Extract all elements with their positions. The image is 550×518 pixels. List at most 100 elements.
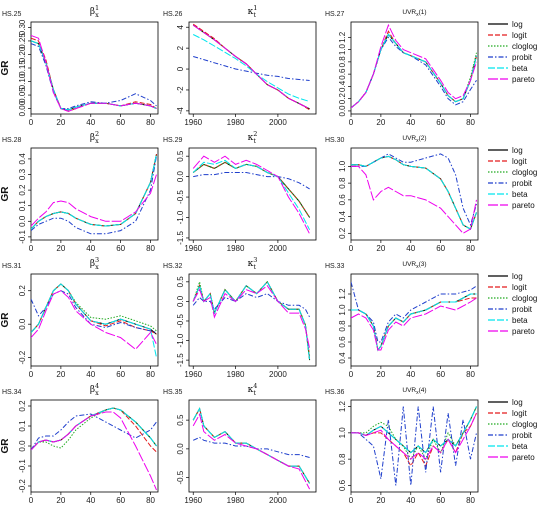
y-tick-label: 0.2	[338, 227, 347, 239]
series-line-probit	[31, 290, 157, 333]
y-tick-label: 0.0	[176, 295, 185, 307]
y-tick-label: 2	[176, 45, 185, 50]
y-tick-label: 0.20	[18, 46, 27, 62]
x-tick-label: 1980	[227, 496, 245, 505]
y-tick-label: 1.2	[338, 288, 347, 300]
y-tick-label: 0.6	[338, 479, 347, 491]
y-tick-label: 1.0	[338, 304, 347, 316]
x-tick-label: 2000	[269, 370, 287, 379]
y-axis-label: GR	[0, 312, 11, 328]
legend-label-log: log	[512, 20, 523, 29]
panel-title: β3 x	[90, 256, 99, 271]
series-line-log	[351, 155, 477, 230]
x-tick-label: 0	[349, 118, 354, 127]
series-line-beta	[31, 40, 157, 111]
legend-label-logit: logit	[512, 409, 527, 418]
panel-HS-34: HS.34 β4 x 0 20 40 60 80 -0.2 -0.1 0.0 0.1 0.2 GR	[0, 382, 159, 505]
legend-label-pareto: pareto	[512, 75, 535, 84]
x-tick-label: 20	[376, 370, 385, 379]
legend: log logit cloglog probit beta pareto	[488, 146, 537, 210]
panel-id-label: HS.25	[2, 11, 22, 18]
y-tick-label: 0.5	[176, 276, 185, 288]
panel-id-label: HS.31	[2, 263, 22, 270]
y-tick-label: -0.2	[18, 479, 27, 493]
y-tick-label: 0.4	[338, 210, 347, 222]
panel-title: UVRx(2)	[402, 135, 426, 144]
x-tick-label: 80	[146, 496, 155, 505]
series-line-beta	[351, 33, 477, 109]
y-tick-label: -1.5	[176, 353, 185, 367]
series-line-logit	[351, 30, 477, 109]
series-line-beta	[31, 283, 157, 358]
x-tick-label: 1960	[184, 244, 202, 253]
y-tick-label: 0.0	[18, 215, 27, 227]
series-line-pareto	[31, 174, 157, 227]
legend-label-logit: logit	[512, 157, 527, 166]
x-tick-label: 80	[466, 244, 475, 253]
legend-label-cloglog: cloglog	[512, 168, 537, 177]
x-tick-label: 80	[466, 370, 475, 379]
legend-label-probit: probit	[512, 305, 533, 314]
x-tick-label: 1960	[184, 496, 202, 505]
plot-frame	[30, 273, 159, 367]
series-line-probit	[351, 153, 477, 227]
series-line-pareto	[31, 35, 157, 112]
series-line-probit	[193, 172, 310, 190]
y-tick-label: 0.30	[18, 19, 27, 35]
legend-label-logit: logit	[512, 31, 527, 40]
x-tick-label: 20	[56, 244, 65, 253]
legend: log logit cloglog probit beta pareto	[488, 20, 537, 84]
y-tick-label: 0.6	[338, 336, 347, 348]
x-tick-label: 80	[146, 244, 155, 253]
x-tick-label: 40	[86, 118, 95, 127]
series-line-log	[31, 283, 157, 335]
plot-frame	[350, 399, 479, 493]
panel-id-label: HS.29	[163, 137, 183, 144]
y-tick-label: 0.1	[18, 200, 27, 212]
y-tick-label: -0.2	[18, 350, 27, 364]
series-line-pareto	[192, 155, 311, 235]
series-line-logit	[31, 37, 157, 112]
x-tick-label: 0	[29, 370, 34, 379]
panel-HS-29: HS.29 κ2 t 1960 1980 2000 -1.5 -1.0 -0.5 0.0 0.5	[163, 130, 317, 253]
series-line-probit	[192, 293, 311, 318]
x-tick-label: 1960	[184, 370, 202, 379]
legend: log logit cloglog probit beta pareto	[488, 272, 537, 336]
series-line-probit	[351, 406, 477, 486]
y-tick-label: 0.10	[18, 73, 27, 89]
panel-HS-30: HS.30 UVRx(2)0 20 40 60 800.20.40.60.81.0logl…	[325, 135, 537, 253]
x-tick-label: 60	[436, 496, 445, 505]
legend-label-probit: probit	[512, 179, 533, 188]
series-line-log	[351, 293, 477, 352]
x-tick-label: 40	[86, 244, 95, 253]
x-tick-label: 80	[146, 370, 155, 379]
panel-id-label: HS.30	[325, 137, 345, 144]
series-line-pareto	[351, 165, 477, 234]
y-tick-label: 0	[176, 66, 185, 71]
legend-label-cloglog: cloglog	[512, 294, 537, 303]
x-tick-label: 60	[116, 496, 125, 505]
x-tick-label: 1960	[184, 118, 202, 127]
y-tick-label: 0.0	[18, 440, 27, 452]
y-tick-label: 0.25	[18, 33, 27, 49]
series-line-cloglog	[192, 161, 311, 218]
panel-id-label: HS.34	[2, 389, 22, 396]
x-tick-label: 1980	[227, 118, 245, 127]
series-line-beta	[192, 34, 310, 102]
series-line-probit	[351, 281, 477, 343]
x-tick-label: 2000	[269, 244, 287, 253]
y-tick-label: -1.5	[176, 231, 185, 245]
plot-frame	[350, 21, 479, 115]
x-tick-label: 40	[406, 118, 415, 127]
y-tick-label: 0.4	[338, 352, 347, 364]
series-line-pareto	[31, 290, 157, 350]
series-line-pareto	[192, 24, 310, 110]
panel-title: κ3 t	[248, 256, 258, 271]
x-tick-label: 20	[376, 118, 385, 127]
series-line-pareto	[351, 297, 477, 351]
y-tick-label: 0.0	[18, 318, 27, 330]
y-tick-label: 0.4	[18, 153, 27, 165]
x-tick-label: 20	[376, 496, 385, 505]
plot-frame	[188, 21, 317, 115]
panel-title: UVRx(4)	[402, 387, 426, 396]
